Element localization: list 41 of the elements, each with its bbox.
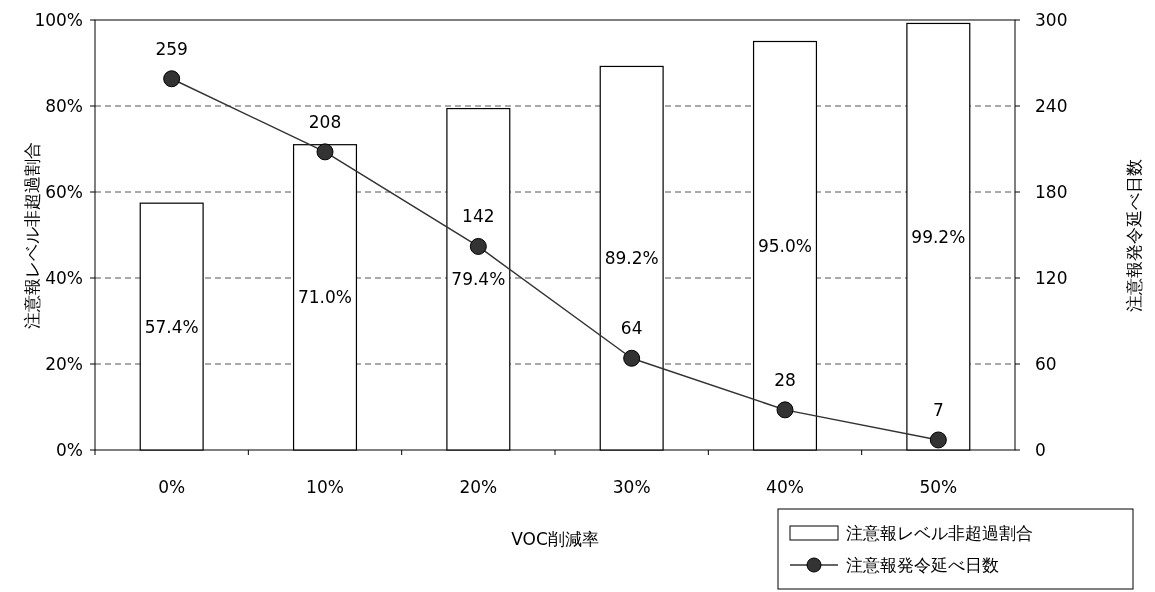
- point: [469, 237, 487, 255]
- x-axis-title: VOC削減率: [511, 529, 599, 549]
- point: [623, 349, 641, 367]
- x-tick-label: 40%: [766, 477, 804, 497]
- data-label: 71.0%: [297, 287, 353, 308]
- data-label: 64: [620, 318, 643, 339]
- data-label: 208: [308, 111, 342, 132]
- data-label: 99.2%: [911, 226, 966, 247]
- data-label: 7: [932, 399, 944, 420]
- point: [929, 431, 947, 449]
- data-label: 89.2%: [604, 248, 659, 269]
- point: [776, 401, 794, 419]
- y-tick-label: 100%: [34, 10, 83, 30]
- y-tick-label: 60%: [45, 182, 83, 202]
- point: [316, 143, 334, 161]
- y2-tick-label: 240: [1035, 96, 1068, 116]
- x-tick-label: 0%: [158, 477, 186, 497]
- y2-tick-label: 120: [1035, 268, 1068, 288]
- y-tick-label: 20%: [45, 354, 83, 374]
- data-label: 95.0%: [757, 235, 813, 256]
- y2-tick-label: 60: [1035, 354, 1057, 374]
- x-tick-label: 30%: [612, 477, 651, 497]
- y-axis-title: 注意報レベル非超過割合: [22, 141, 42, 329]
- x-tick-label: 10%: [306, 477, 344, 497]
- data-label: 142: [462, 206, 495, 227]
- legend-label: 注意報発令延べ日数: [846, 555, 999, 575]
- y-tick-label: 0%: [56, 440, 83, 460]
- y-tick-label: 40%: [45, 268, 83, 288]
- data-label: 79.4%: [451, 269, 506, 290]
- data-label: 259: [155, 38, 188, 59]
- x-tick-label: 20%: [459, 477, 498, 497]
- y2-axis-title: 注意報発令延べ日数: [1124, 158, 1144, 312]
- y2-tick-label: 180: [1035, 182, 1068, 202]
- point: [163, 70, 181, 88]
- y2-tick-label: 0: [1035, 440, 1046, 460]
- y-tick-label: 80%: [45, 96, 83, 116]
- data-label: 57.4%: [144, 316, 199, 337]
- x-tick-label: 50%: [919, 477, 958, 497]
- data-label: 28: [774, 369, 796, 390]
- legend-label: 注意報レベル非超過割合: [846, 523, 1033, 543]
- y2-tick-label: 300: [1035, 10, 1068, 30]
